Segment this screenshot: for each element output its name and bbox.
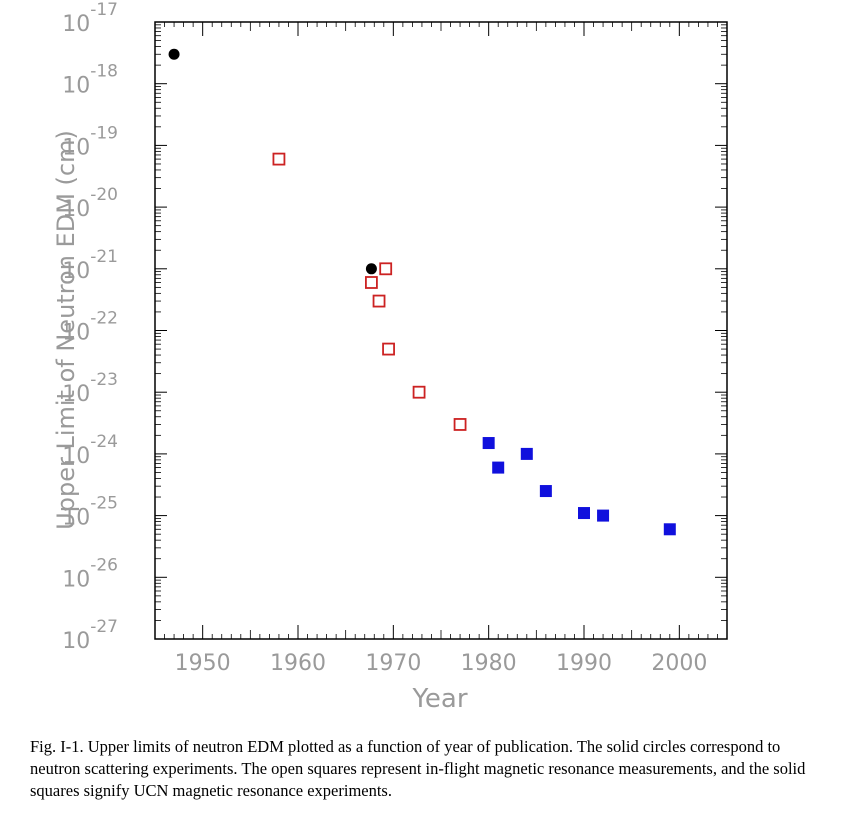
x-tick-label: 2000 (651, 651, 707, 676)
y-tick-base: 10 (62, 321, 90, 346)
y-tick-label: 10-17 (62, 0, 118, 37)
y-tick-base: 10 (62, 197, 90, 222)
solid-square-point (492, 461, 505, 474)
plot-frame (154, 21, 728, 640)
x-axis-title: Year (411, 684, 467, 714)
open-square-point (272, 152, 286, 166)
y-tick-label: 10-20 (62, 185, 118, 222)
y-tick-label: 10-21 (62, 247, 118, 284)
y-tick-label: 10-24 (62, 432, 118, 469)
edm-chart: 10-1710-1810-1910-2010-2110-2210-2310-24… (52, 0, 728, 714)
x-tick-label: 1960 (270, 651, 326, 676)
x-tick-label: 1970 (365, 651, 421, 676)
open-square-point (412, 385, 426, 399)
y-tick-exponent: -26 (90, 555, 118, 575)
y-tick-base: 10 (62, 12, 90, 37)
y-tick-base: 10 (62, 135, 90, 160)
y-tick-label: 10-26 (62, 555, 118, 592)
open-square-point (453, 418, 467, 431)
solid-circle-point (365, 263, 377, 275)
figure-caption: Fig. I-1. Upper limits of neutron EDM pl… (30, 737, 806, 800)
y-tick-base: 10 (62, 444, 90, 469)
solid-square-point (597, 509, 610, 522)
y-tick-label: 10-27 (62, 617, 118, 654)
y-tick-label: 10-23 (62, 370, 118, 407)
y-tick-exponent: -22 (90, 309, 118, 329)
open-square-point (372, 294, 386, 308)
y-tick-base: 10 (62, 259, 90, 284)
y-tick-exponent: -23 (90, 370, 118, 390)
y-tick-label: 10-25 (62, 494, 118, 531)
y-tick-label: 10-18 (62, 62, 118, 99)
y-tick-label: 10-19 (62, 123, 118, 160)
y-tick-exponent: -25 (90, 494, 118, 514)
y-tick-base: 10 (62, 567, 90, 592)
x-tick-label: 1950 (175, 651, 231, 676)
y-tick-exponent: -19 (90, 123, 118, 143)
solid-square-point (539, 485, 552, 498)
major-ticks (155, 21, 727, 640)
solid-square-point (520, 447, 533, 460)
open-square-point (382, 342, 395, 356)
y-axis-title: Upper Limit of Neutron EDM (cm) (52, 130, 80, 530)
solid-circle-point (168, 48, 180, 60)
y-tick-exponent: -27 (90, 617, 118, 637)
x-tick-label: 1980 (461, 651, 517, 676)
y-tick-exponent: -20 (90, 185, 118, 205)
solid-square-point (578, 507, 590, 520)
y-tick-base: 10 (62, 629, 90, 654)
solid-square-point (663, 523, 676, 536)
y-tick-label: 10-22 (62, 309, 118, 346)
data-points (168, 48, 676, 536)
y-tick-exponent: -18 (90, 62, 118, 82)
y-tick-base: 10 (62, 74, 90, 99)
y-tick-exponent: -24 (90, 432, 118, 452)
y-tick-base: 10 (62, 382, 90, 407)
x-tick-labels: 1950 1960 1970 1980 1990 2000 (175, 651, 708, 676)
open-square-point (379, 262, 393, 276)
y-tick-base: 10 (62, 506, 90, 531)
x-tick-label: 1990 (556, 651, 612, 676)
y-tick-exponent: -21 (90, 247, 118, 267)
solid-square-point (482, 437, 495, 450)
open-square-point (365, 276, 378, 289)
y-tick-labels: 10-1710-1810-1910-2010-2110-2210-2310-24… (62, 0, 118, 654)
minor-ticks (155, 22, 727, 639)
y-tick-exponent: -17 (90, 0, 118, 20)
